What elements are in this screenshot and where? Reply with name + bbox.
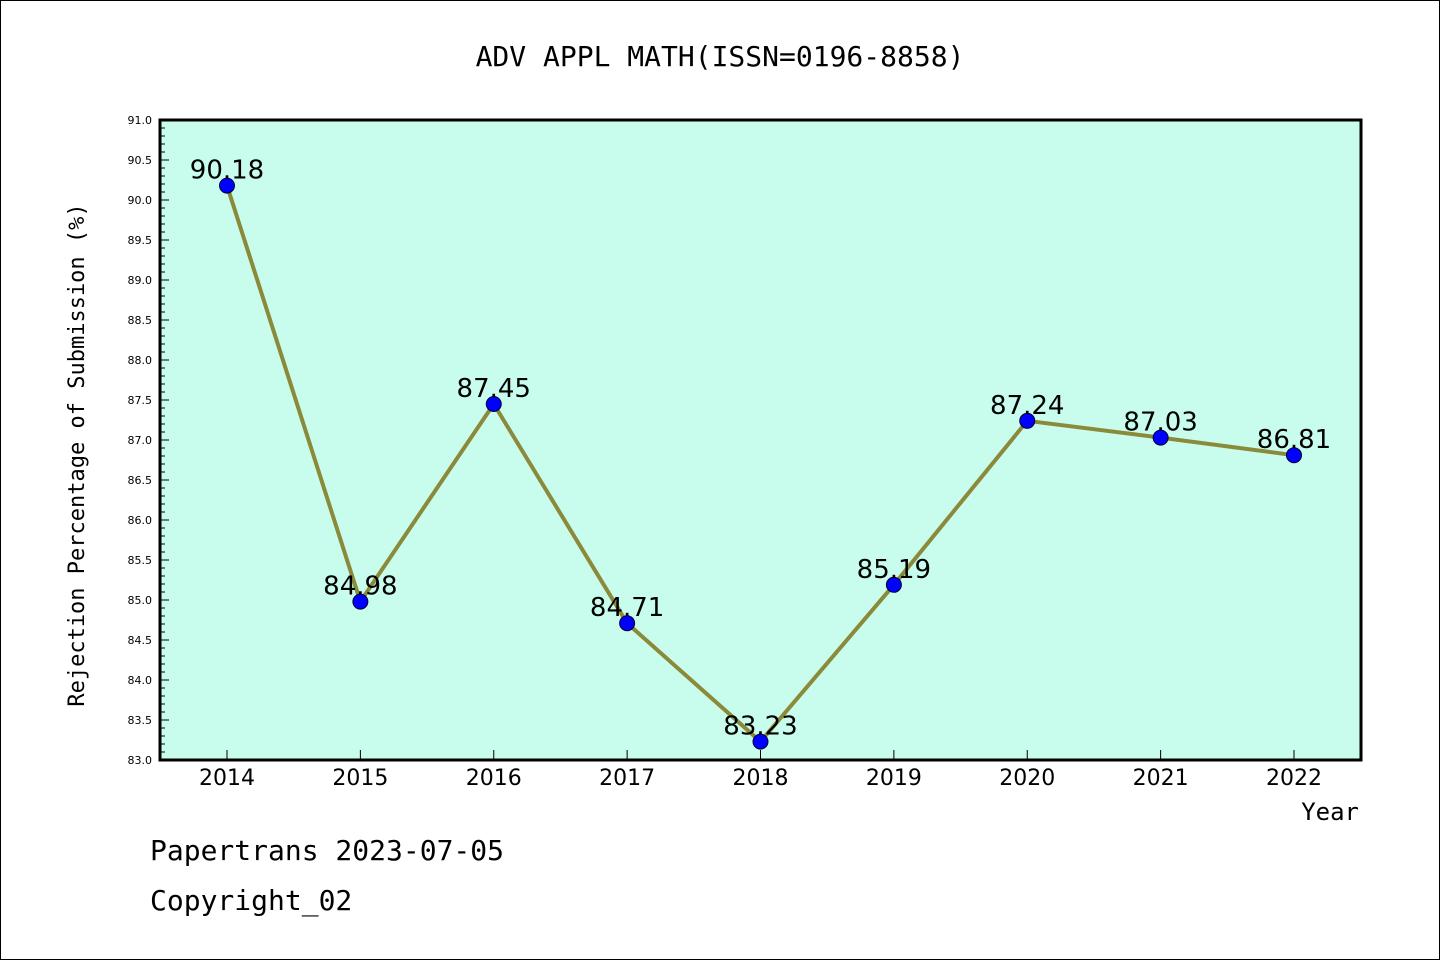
- data-point: [752, 733, 769, 750]
- plot-border: [158, 118, 1363, 762]
- x-tick-label: 2019: [866, 766, 922, 791]
- x-axis-label: Year: [1301, 798, 1359, 826]
- chart-title: ADV APPL MATH(ISSN=0196-8858): [476, 40, 965, 73]
- x-tick-label: 2020: [999, 766, 1055, 791]
- data-label: 87.24: [990, 391, 1064, 421]
- data-label: 87.45: [457, 374, 531, 404]
- data-label: 87.03: [1123, 408, 1197, 438]
- data-point: [219, 177, 235, 194]
- y-tick-label: 83.0: [128, 754, 153, 767]
- x-tick-label: 2016: [466, 766, 522, 791]
- data-label: 84.98: [323, 572, 397, 602]
- y-tick-label: 89.5: [128, 234, 153, 247]
- data-label: 85.19: [857, 555, 931, 585]
- x-tick-label: 2015: [332, 766, 388, 791]
- y-tick-label: 86.0: [128, 514, 153, 527]
- data-label: 84.71: [590, 593, 664, 623]
- x-tick-label: 2017: [599, 766, 655, 791]
- y-tick-label: 85.0: [128, 594, 153, 607]
- y-tick-label: 84.0: [128, 674, 153, 687]
- data-point: [352, 593, 369, 610]
- data-label: 83.23: [723, 712, 797, 742]
- y-tick-label: 85.5: [128, 554, 153, 567]
- y-tick-label: 90.5: [128, 154, 153, 167]
- y-tick-label: 88.5: [128, 314, 153, 327]
- data-label: 86.81: [1257, 425, 1331, 455]
- x-tick-label: 2022: [1266, 766, 1322, 791]
- data-point: [1152, 429, 1169, 446]
- y-axis-label: Rejection Percentage of Submission (%): [65, 203, 90, 706]
- y-tick-label: 84.5: [128, 634, 153, 647]
- data-point: [619, 615, 636, 632]
- x-tick-label: 2014: [199, 766, 255, 791]
- x-tick-label: 2021: [1133, 766, 1189, 791]
- y-tick-label: 86.5: [128, 474, 153, 487]
- data-point: [1019, 412, 1036, 429]
- footer-date: Papertrans 2023-07-05: [150, 834, 505, 867]
- data-point: [485, 396, 502, 412]
- y-tick-label: 91.0: [128, 114, 153, 127]
- series-group: 90.18 84.98 87.45 84.71 83.23 85.19 87.24 87.03…: [190, 156, 1331, 750]
- y-tick-label: 83.5: [128, 714, 153, 727]
- data-point: [1286, 447, 1302, 464]
- y-tick-label: 88.0: [128, 354, 153, 367]
- x-tick-label: 2018: [733, 766, 789, 791]
- x-axis-ticks: 2014 2015 2016 2017 2018 2019 2020 2021 2022: [199, 750, 1322, 791]
- y-tick-label: 87.0: [128, 434, 153, 447]
- footer-copyright: Copyright_02: [150, 884, 353, 917]
- y-tick-label: 89.0: [128, 274, 153, 287]
- y-tick-label: 87.5: [128, 394, 153, 407]
- y-tick-label: 90.0: [128, 194, 153, 207]
- data-label: 90.18: [190, 156, 264, 186]
- data-point: [885, 576, 902, 593]
